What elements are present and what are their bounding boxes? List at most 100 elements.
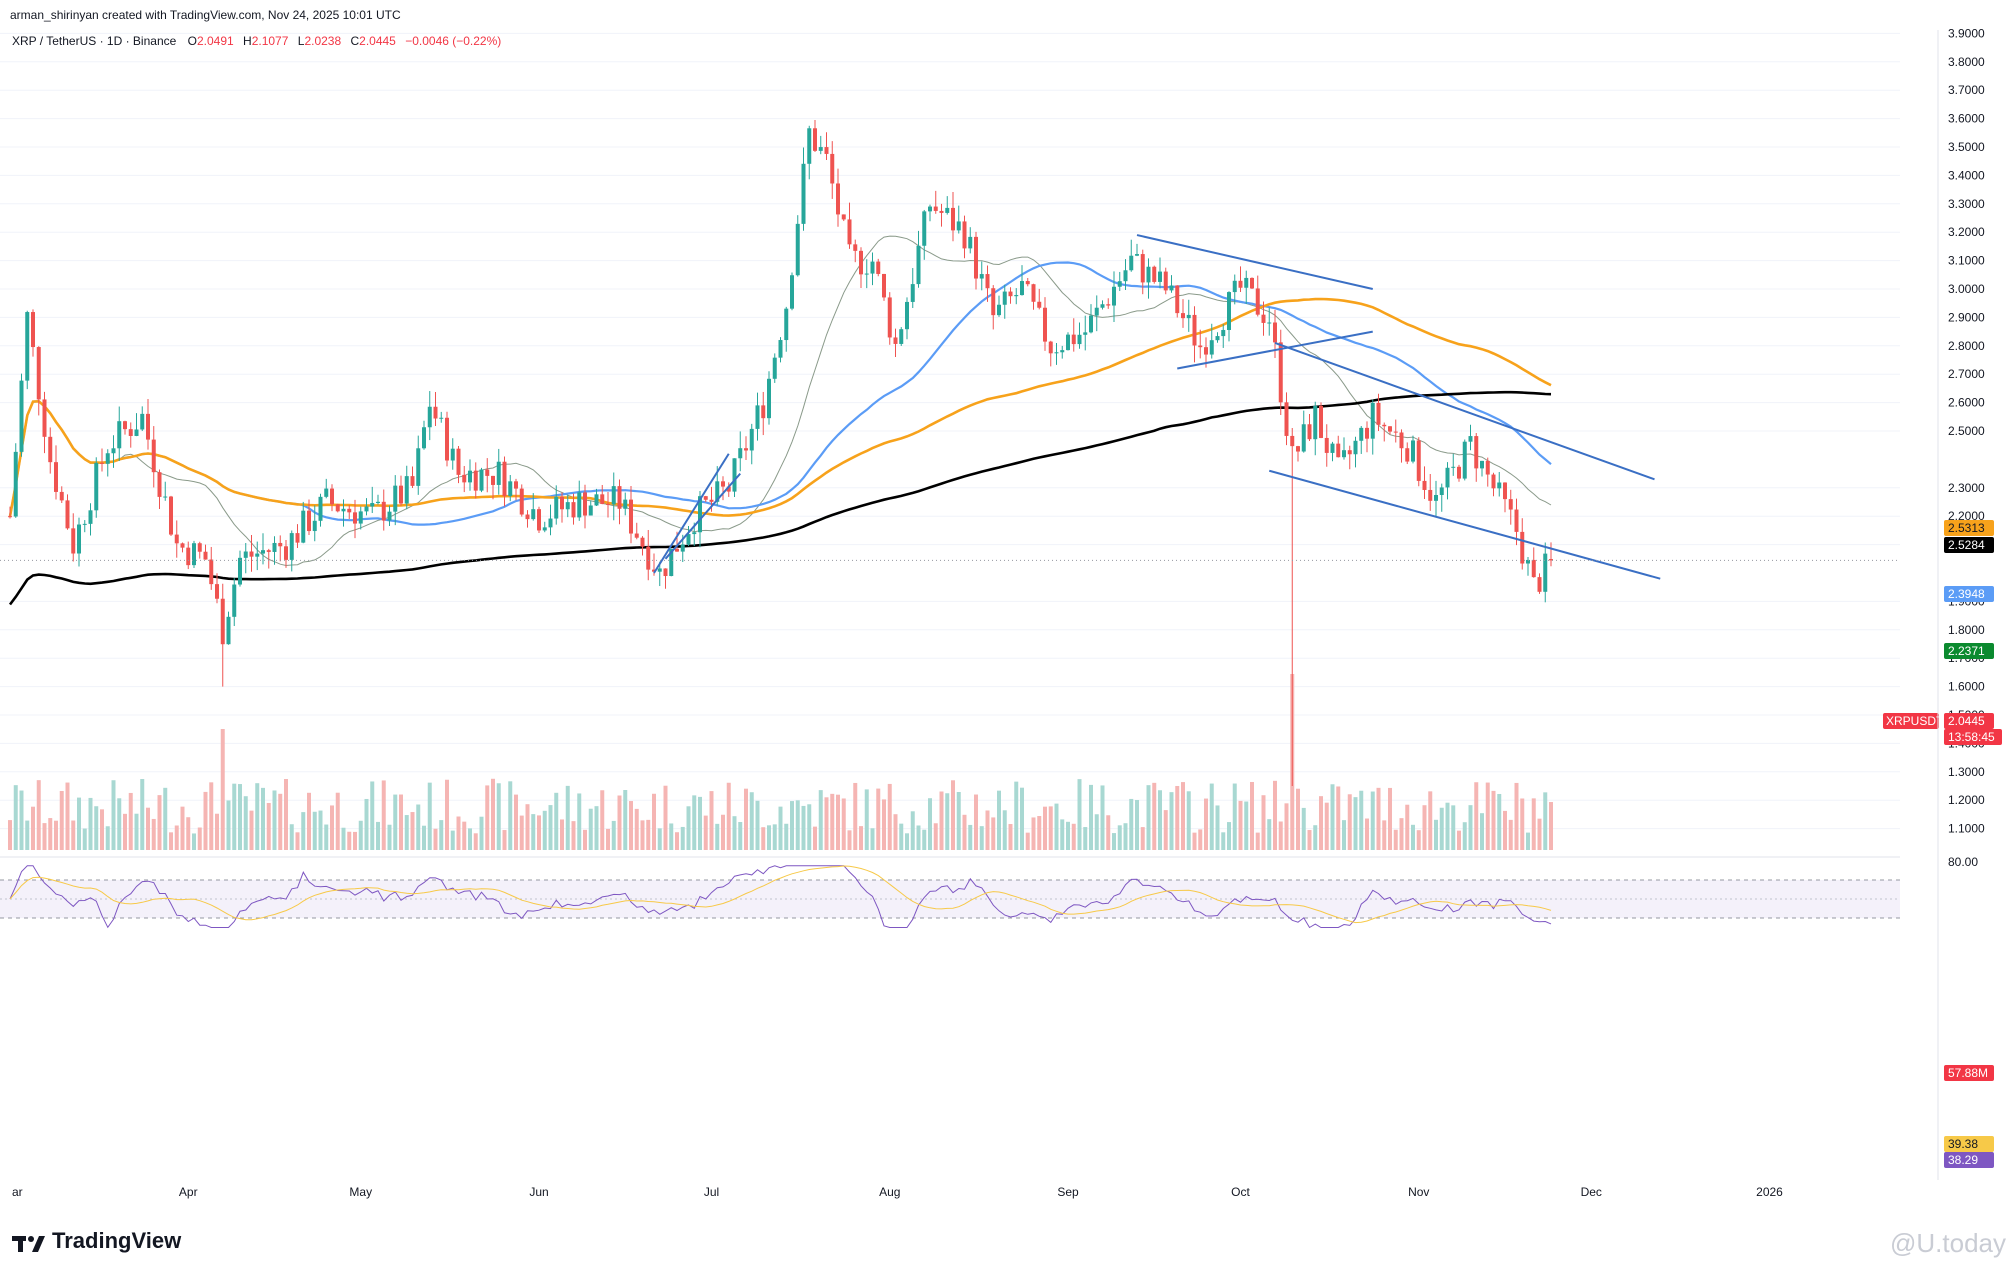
candle-body[interactable] [1255, 288, 1260, 315]
candle-body[interactable] [88, 510, 93, 524]
candle-body[interactable] [393, 485, 398, 512]
candle-body[interactable] [738, 448, 743, 459]
candle-body[interactable] [853, 244, 858, 251]
candle-body[interactable] [491, 475, 495, 485]
candle-body[interactable] [675, 548, 679, 552]
candle-body[interactable] [669, 548, 674, 577]
candle-body[interactable] [312, 520, 317, 532]
candle-body[interactable] [1342, 450, 1346, 458]
candle-body[interactable] [1227, 292, 1231, 330]
candle-body[interactable] [376, 501, 380, 504]
candle-body[interactable] [1462, 441, 1467, 479]
candle-body[interactable] [744, 448, 748, 451]
candle-body[interactable] [692, 532, 697, 535]
candle-body[interactable] [1537, 577, 1542, 592]
candle-body[interactable] [36, 347, 41, 400]
candle-body[interactable] [353, 512, 357, 524]
candle-body[interactable] [445, 417, 449, 461]
candle-body[interactable] [146, 413, 150, 440]
candle-body[interactable] [657, 568, 662, 572]
candle-body[interactable] [726, 486, 731, 492]
candle-body[interactable] [1485, 460, 1490, 475]
candle-body[interactable] [1204, 347, 1208, 355]
candle-body[interactable] [1416, 440, 1421, 481]
candle-body[interactable] [617, 486, 622, 509]
candle-body[interactable] [922, 211, 927, 246]
candle-body[interactable] [1497, 482, 1502, 489]
candle-body[interactable] [1261, 314, 1266, 323]
candle-body[interactable] [1330, 443, 1335, 453]
symbol-label[interactable]: XRP / TetherUS · 1D · Binance [12, 34, 177, 48]
candle-body[interactable] [284, 546, 288, 560]
candle-body[interactable] [422, 427, 426, 449]
candle-body[interactable] [1100, 304, 1105, 308]
trendline[interactable] [1177, 330, 1373, 370]
candle-body[interactable] [134, 429, 139, 436]
candle-body[interactable] [462, 474, 467, 483]
candle-body[interactable] [169, 496, 173, 535]
candle-body[interactable] [824, 147, 829, 154]
candle-body[interactable] [594, 494, 599, 506]
candle-body[interactable] [1353, 440, 1358, 455]
candle-body[interactable] [1336, 443, 1341, 458]
candle-body[interactable] [951, 207, 955, 231]
candle-body[interactable] [341, 508, 346, 512]
candle-body[interactable] [749, 428, 754, 451]
candle-body[interactable] [1089, 315, 1093, 333]
candle-body[interactable] [985, 274, 990, 289]
candle-body[interactable] [272, 542, 277, 552]
candle-body[interactable] [611, 486, 616, 505]
candle-body[interactable] [1066, 334, 1070, 351]
candle-body[interactable] [232, 584, 237, 617]
candle-body[interactable] [1186, 314, 1191, 319]
candle-body[interactable] [1037, 301, 1042, 308]
candle-body[interactable] [1370, 402, 1375, 439]
candle-body[interactable] [1503, 482, 1507, 500]
candle-body[interactable] [583, 492, 587, 516]
candle-body[interactable] [531, 509, 536, 520]
candle-body[interactable] [1054, 352, 1059, 354]
candle-body[interactable] [42, 399, 47, 437]
candle-body[interactable] [335, 504, 340, 512]
candle-body[interactable] [1273, 322, 1277, 343]
candle-body[interactable] [163, 496, 168, 498]
candle-body[interactable] [1244, 277, 1249, 288]
candle-body[interactable] [795, 223, 800, 276]
trendline[interactable] [1136, 234, 1373, 290]
candle-body[interactable] [1296, 446, 1300, 452]
trendline[interactable] [653, 453, 730, 574]
candle-body[interactable] [1278, 342, 1283, 403]
candle-body[interactable] [65, 500, 70, 529]
candle-body[interactable] [1025, 281, 1030, 285]
candle-body[interactable] [847, 219, 852, 245]
candle-body[interactable] [381, 501, 386, 521]
candle-body[interactable] [249, 551, 254, 557]
candle-body[interactable] [1146, 266, 1151, 283]
candle-body[interactable] [1221, 329, 1226, 337]
candle-body[interactable] [1411, 440, 1415, 462]
candle-body[interactable] [496, 461, 501, 485]
candle-body[interactable] [117, 421, 122, 449]
candle-body[interactable] [1399, 432, 1404, 449]
candle-body[interactable] [226, 616, 231, 645]
candle-body[interactable] [399, 485, 403, 504]
candle-body[interactable] [721, 481, 725, 487]
candle-body[interactable] [1284, 402, 1289, 436]
candle-body[interactable] [358, 511, 363, 524]
candle-body[interactable] [893, 337, 898, 344]
candle-body[interactable] [1083, 332, 1088, 335]
candle-body[interactable] [1549, 559, 1553, 561]
candle-body[interactable] [186, 547, 191, 566]
candle-body[interactable] [427, 406, 432, 428]
candle-body[interactable] [1319, 405, 1323, 438]
candle-body[interactable] [928, 206, 932, 212]
candle-body[interactable] [82, 523, 87, 525]
candle-body[interactable] [1140, 254, 1145, 283]
candle-body[interactable] [1365, 427, 1369, 439]
candle-body[interactable] [192, 543, 196, 566]
candle-body[interactable] [105, 453, 110, 464]
candle-body[interactable] [1382, 424, 1387, 427]
candle-body[interactable] [450, 448, 455, 461]
candle-body[interactable] [1526, 559, 1530, 564]
candle-body[interactable] [790, 275, 794, 309]
